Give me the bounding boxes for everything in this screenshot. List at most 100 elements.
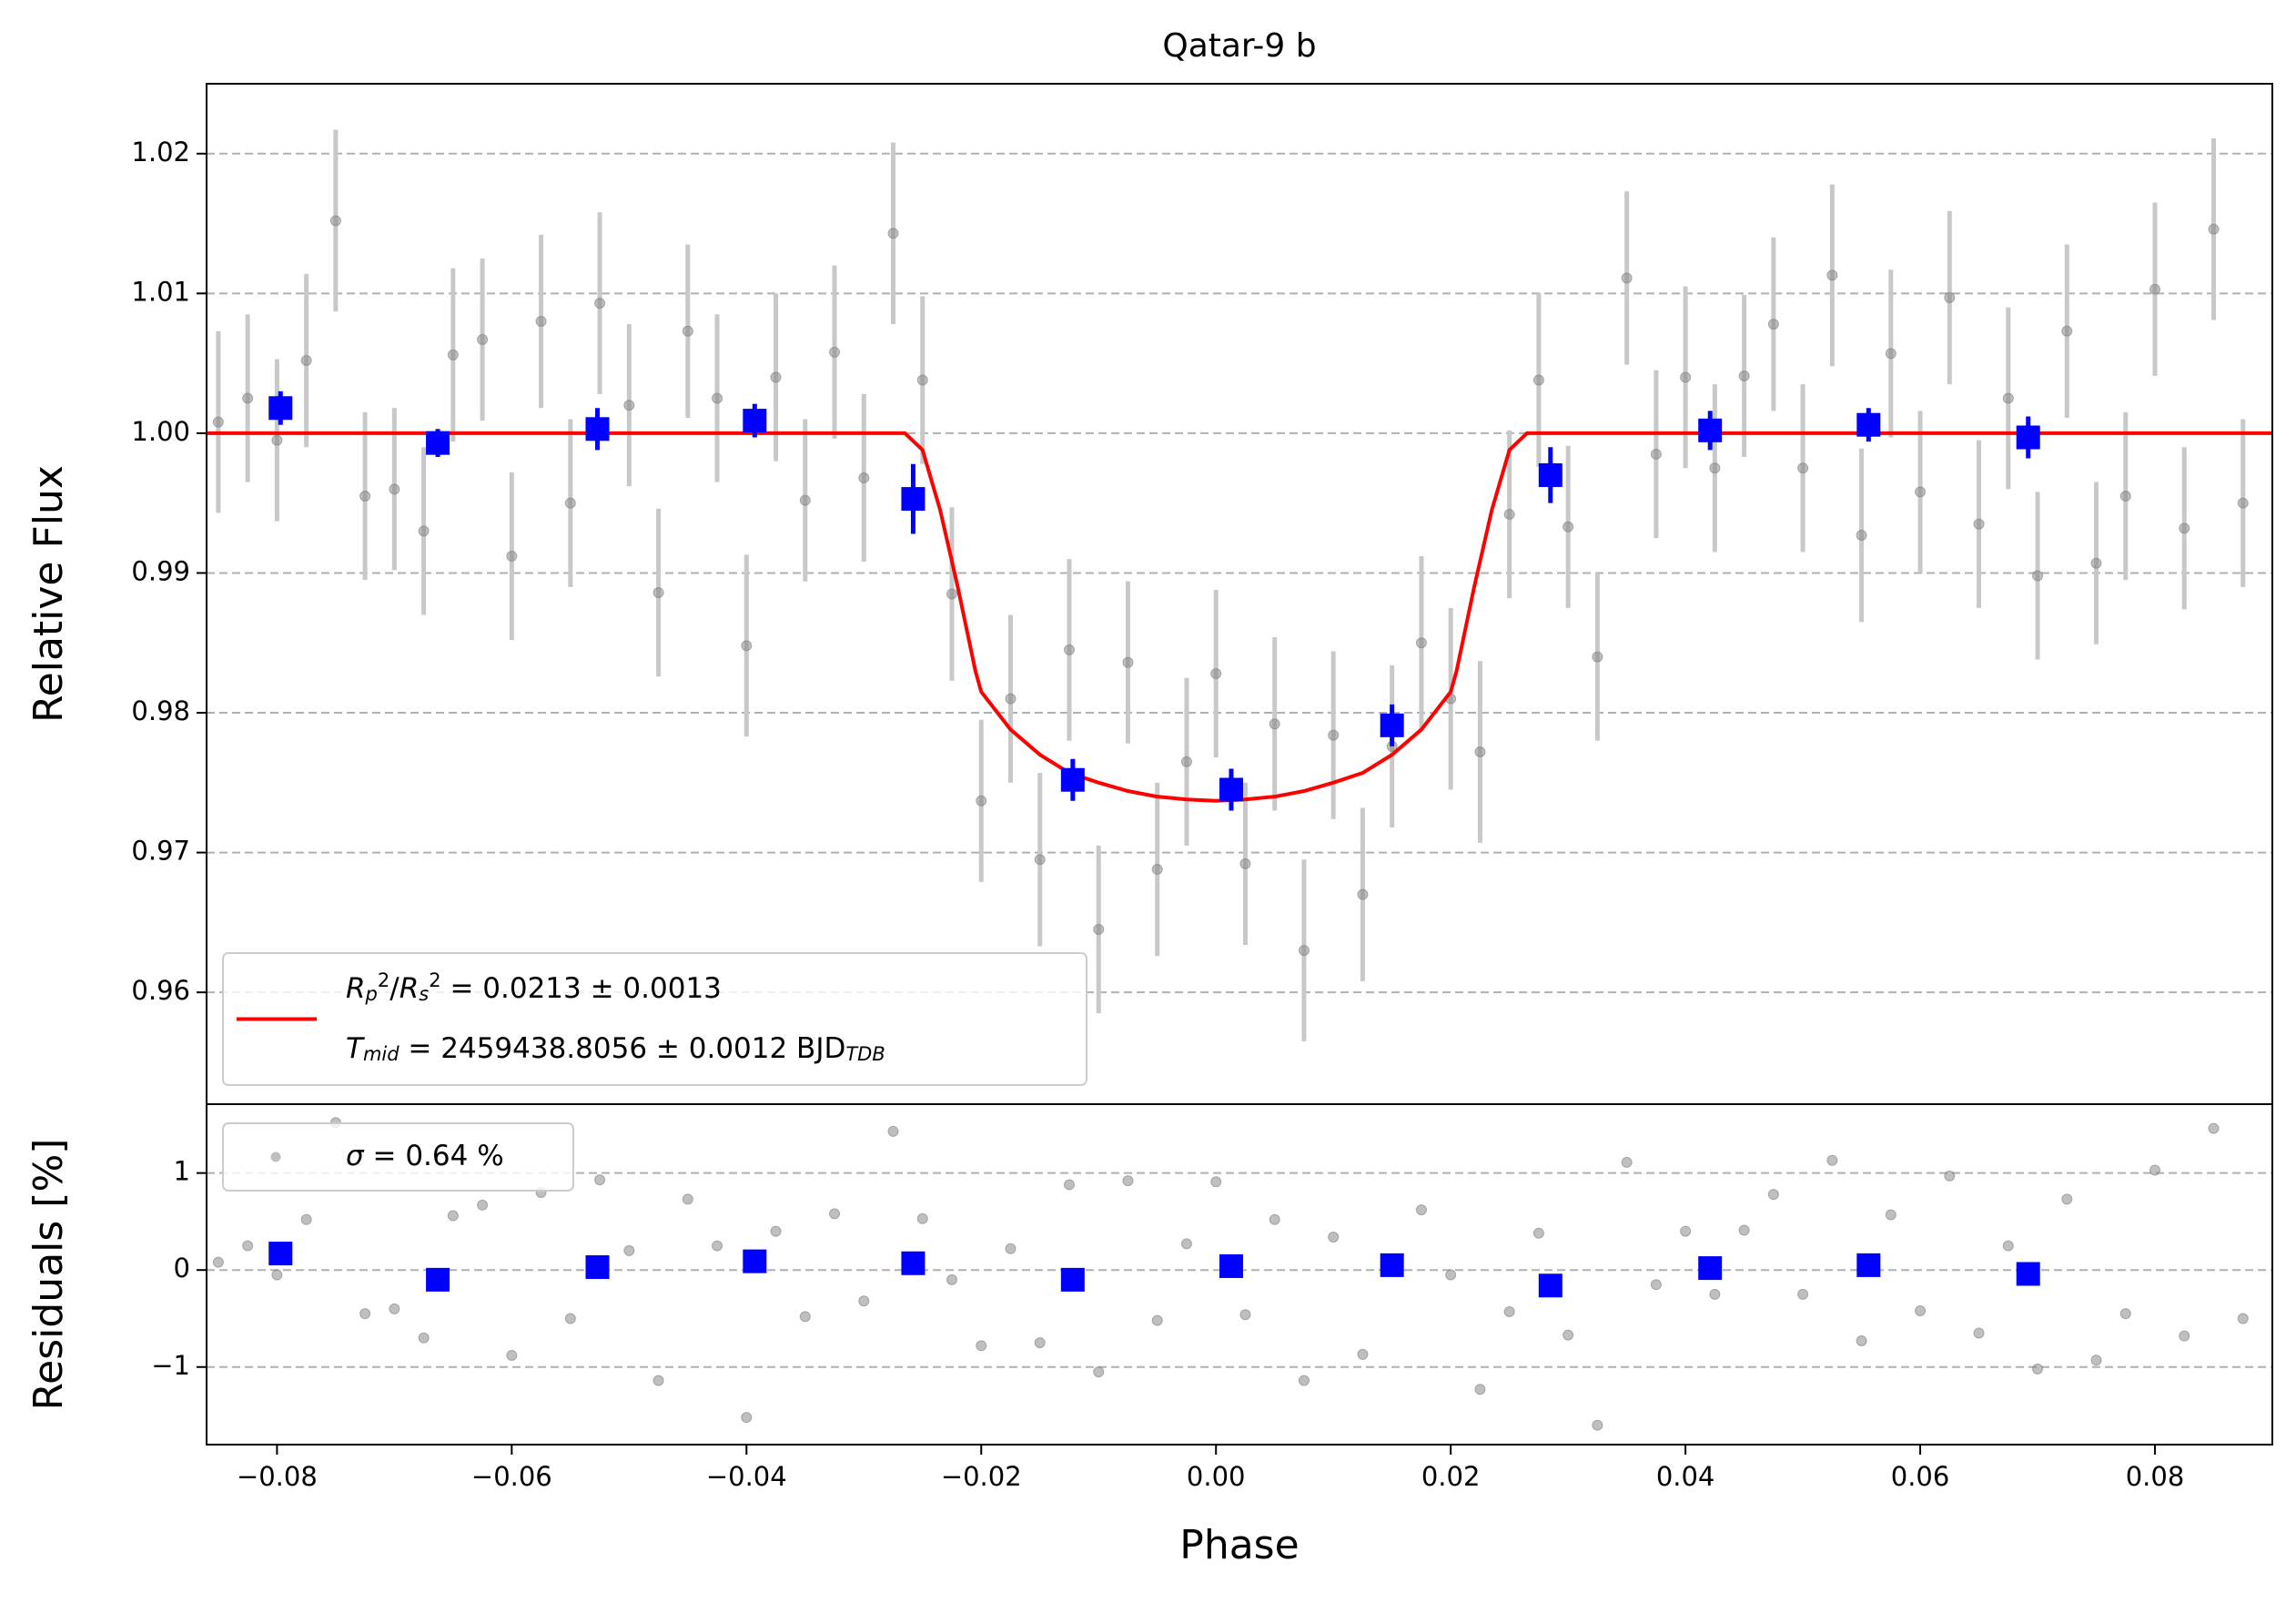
data-point (1034, 1337, 1046, 1349)
legend-text: p (365, 983, 378, 1005)
y-tick-label: 0.99 (131, 555, 190, 586)
data-point (712, 1240, 723, 1252)
data-point (1298, 945, 1310, 957)
data-point (2149, 1164, 2161, 1176)
binned-point (426, 1267, 450, 1292)
data-point (1973, 518, 1985, 530)
data-point (682, 1193, 693, 1205)
data-point (916, 1212, 928, 1224)
data-point (1239, 857, 1251, 869)
data-point (2061, 325, 2073, 337)
data-point (1915, 486, 1927, 498)
legend-text: σ (346, 1140, 365, 1172)
data-point (770, 371, 782, 383)
data-point (212, 1256, 224, 1268)
data-point (1269, 1213, 1280, 1225)
legend-text: s (419, 983, 429, 1005)
legend-box (222, 1122, 574, 1192)
data-point (1650, 1279, 1662, 1291)
data-point (1063, 644, 1075, 655)
binned-point (268, 396, 293, 421)
legend-text: R (346, 972, 366, 1005)
data-point (1532, 1227, 1544, 1239)
data-point (2237, 497, 2249, 509)
data-point (2119, 1308, 2131, 1320)
y-tick-label: 1.01 (131, 276, 190, 307)
data-point (447, 349, 459, 360)
axes-frame (206, 1103, 2273, 1446)
data-point (2032, 1363, 2044, 1375)
legend-text: 2 (378, 969, 389, 991)
binned-point (743, 1249, 767, 1273)
data-point (1915, 1304, 1927, 1316)
binned-point (1538, 462, 1563, 487)
data-point (1885, 1209, 1896, 1221)
binned-point (426, 431, 450, 455)
legend-label: Rp2/Rs2 = 0.0213 ± 0.0013 (346, 969, 722, 1006)
x-axis-label: Phase (1179, 1522, 1299, 1568)
data-point (1151, 1314, 1163, 1326)
data-point (1269, 718, 1280, 730)
data-point (1503, 1306, 1515, 1318)
data-point (1797, 1288, 1809, 1300)
data-point (2090, 557, 2102, 569)
legend-text: = 2459438.8056 ± 0.0012 BJD (400, 1032, 846, 1065)
legend-text: R (400, 972, 420, 1005)
data-point (1856, 1334, 1867, 1346)
legend-text: = 0.64 % (364, 1140, 504, 1172)
binned-point (2016, 425, 2040, 450)
data-point (887, 1125, 899, 1137)
data-point (976, 795, 987, 807)
data-point (1034, 854, 1046, 866)
data-point (418, 525, 430, 537)
legend-text: mid (363, 1043, 400, 1065)
data-point (1532, 374, 1544, 386)
data-point (271, 1269, 283, 1281)
data-point (712, 392, 723, 404)
data-point (1592, 1419, 1603, 1431)
data-point (799, 1311, 811, 1323)
y-tick-label: 1.02 (131, 137, 190, 167)
binned-point (1698, 1256, 1723, 1281)
data-point (1826, 1154, 1838, 1166)
data-point (1767, 1189, 1779, 1201)
y-tick-label: 0.97 (131, 836, 190, 867)
binned-point (1219, 1253, 1243, 1278)
x-tick-label: 0.06 (1891, 1461, 1950, 1492)
data-point (1592, 651, 1603, 663)
data-point (271, 434, 283, 446)
legend-swatch (270, 1152, 281, 1162)
y-tick-label: 1 (174, 1156, 190, 1187)
data-point (1239, 1309, 1251, 1321)
data-point (1328, 1231, 1340, 1243)
x-tick-label: 0.08 (2126, 1461, 2185, 1492)
data-point (946, 1273, 958, 1285)
data-point (2208, 1122, 2220, 1134)
data-point (1621, 1156, 1633, 1168)
legend-text: T (346, 1032, 365, 1065)
binned-point (2016, 1262, 2040, 1286)
y-axis-label: Relative Flux (25, 465, 72, 723)
data-point (1650, 448, 1662, 460)
data-point (329, 215, 341, 227)
data-point (359, 1308, 371, 1320)
data-point (506, 551, 518, 563)
data-point (564, 497, 576, 509)
y-tick-label: 1.00 (131, 416, 190, 447)
legend-box (222, 952, 1087, 1086)
data-point (2179, 522, 2190, 534)
data-point (242, 392, 254, 404)
binned-point (1856, 412, 1881, 437)
x-tick-label: 0.04 (1656, 1461, 1715, 1492)
y-tick-label: 0.96 (131, 975, 190, 1006)
data-point (389, 1303, 400, 1314)
data-point (1122, 1175, 1134, 1187)
data-point (858, 1295, 870, 1307)
y-tick-label: 0.98 (131, 695, 190, 726)
data-point (1680, 371, 1692, 383)
x-tick-label: 0.00 (1187, 1461, 1246, 1492)
data-point (887, 228, 899, 239)
data-point (1944, 291, 1956, 303)
data-point (623, 1244, 635, 1256)
